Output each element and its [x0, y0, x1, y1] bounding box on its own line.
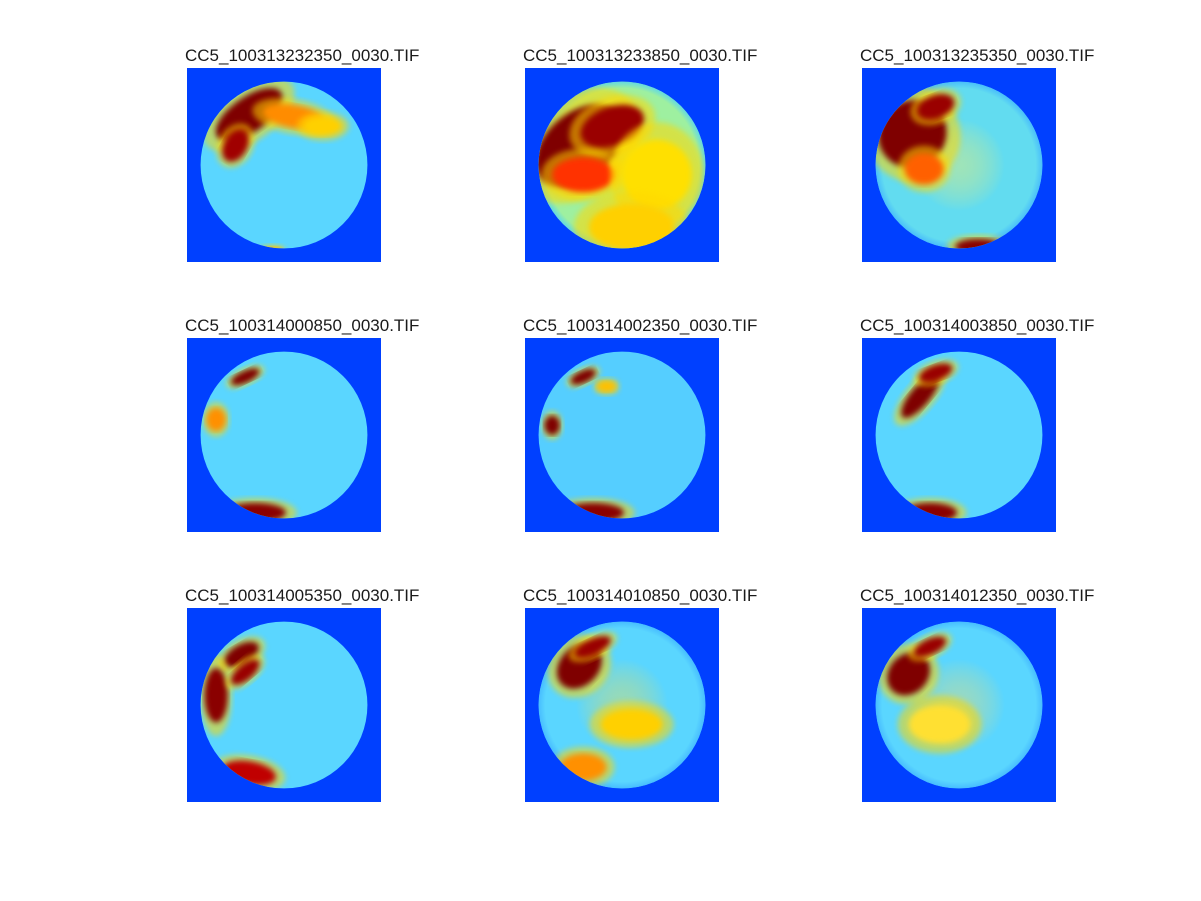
sky-features: [538, 81, 706, 249]
aurora-spot: [230, 659, 260, 685]
aurora-spot: [544, 415, 560, 435]
panel-title: CC5_100313235350_0030.TIF: [860, 46, 1095, 65]
image-panel: CC5_100314000850_0030.TIF: [185, 314, 457, 544]
image-panel: CC5_100313235350_0030.TIF: [860, 44, 1132, 274]
sky-image: [525, 608, 719, 802]
image-panel: CC5_100314010850_0030.TIF: [523, 584, 795, 814]
aurora-spot: [904, 153, 944, 185]
aurora-spot: [622, 139, 692, 210]
sky-image: [862, 608, 1056, 802]
panel-title: CC5_100314005350_0030.TIF: [185, 586, 420, 605]
aurora-spot: [570, 369, 596, 385]
aurora-spot: [230, 368, 260, 386]
image-panel: CC5_100314005350_0030.TIF: [185, 584, 457, 814]
aurora-spot: [204, 668, 228, 723]
panel-title: CC5_100313232350_0030.TIF: [185, 46, 420, 65]
panel-title: CC5_100314012350_0030.TIF: [860, 586, 1095, 605]
aurora-spot: [919, 363, 953, 383]
aurora-spot: [206, 407, 226, 432]
aurora-spot: [222, 129, 249, 162]
panel-title: CC5_100314002350_0030.TIF: [523, 316, 758, 335]
aurora-spot: [917, 94, 955, 120]
aurora-spot: [223, 641, 259, 668]
sky-features: [875, 621, 1043, 789]
aurora-spot: [600, 708, 663, 740]
sky-features: [538, 621, 706, 789]
aurora-spot: [908, 705, 971, 744]
sky-image: [862, 68, 1056, 262]
image-panel: CC5_100313232350_0030.TIF: [185, 44, 457, 274]
sky-image: [187, 68, 381, 262]
sky-image: [862, 338, 1056, 532]
sky-features: [203, 81, 349, 249]
aurora-spot: [552, 157, 615, 193]
panel-title: CC5_100314000850_0030.TIF: [185, 316, 420, 335]
sky-image: [187, 338, 381, 532]
aurora-spot: [913, 636, 947, 657]
sky-image: [525, 338, 719, 532]
image-panel: CC5_100314002350_0030.TIF: [523, 314, 795, 544]
sky-disk: [200, 351, 368, 519]
sky-image: [187, 608, 381, 802]
image-panel: CC5_100314012350_0030.TIF: [860, 584, 1132, 814]
panel-title: CC5_100314003850_0030.TIF: [860, 316, 1095, 335]
aurora-spot: [589, 203, 675, 249]
panel-title: CC5_100314010850_0030.TIF: [523, 586, 758, 605]
image-panel: CC5_100314003850_0030.TIF: [860, 314, 1132, 544]
aurora-spot: [887, 652, 930, 696]
aurora-spot: [303, 116, 343, 136]
aurora-spot: [596, 380, 617, 393]
sky-disk: [538, 351, 706, 519]
sky-disk: [875, 351, 1043, 519]
aurora-spot: [575, 635, 611, 658]
image-panel: CC5_100313233850_0030.TIF: [523, 44, 795, 274]
sky-image: [525, 68, 719, 262]
panel-title: CC5_100313233850_0030.TIF: [523, 46, 758, 65]
